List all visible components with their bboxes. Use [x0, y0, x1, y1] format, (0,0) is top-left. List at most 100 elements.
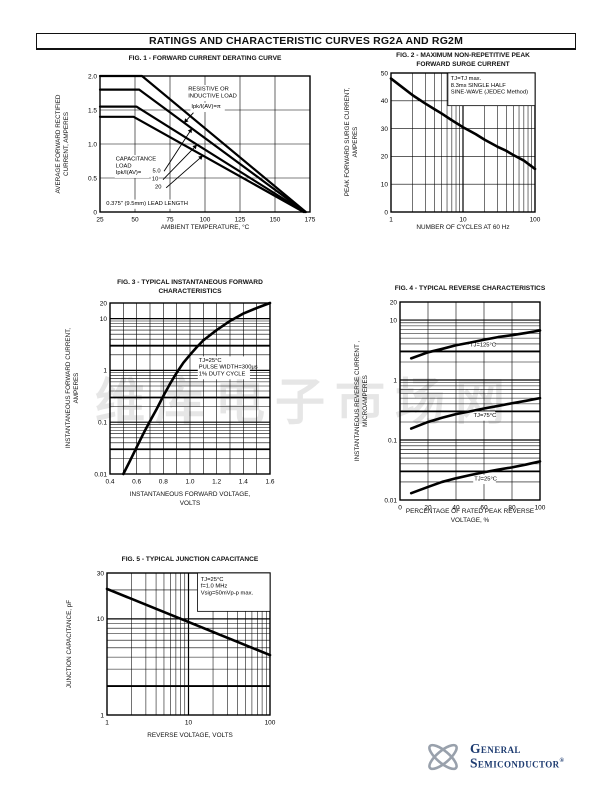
svg-text:20: 20	[381, 154, 389, 161]
svg-text:80: 80	[508, 505, 516, 512]
svg-text:TJ=TJ max.: TJ=TJ max.	[451, 76, 482, 82]
fig4-title: FIG. 4 - TYPICAL REVERSE CHARACTERISTICS	[394, 285, 546, 292]
general-semiconductor-logo: General Semiconductor®	[420, 736, 564, 776]
fig4-reverse-characteristics-chart: 0 20 40 60 80 100 0.01 0.1 1 10 20 TJ=125°C TJ=75°C T…	[384, 299, 546, 512]
svg-text:CAPACITANCE: CAPACITANCE	[116, 157, 157, 163]
svg-text:8.3ms SINGLE HALF: 8.3ms SINGLE HALF	[451, 83, 507, 89]
fig1-x-axis-label: AMBIENT TEMPERATURE, °C	[160, 224, 250, 231]
svg-text:10: 10	[390, 317, 398, 324]
svg-text:0.01: 0.01	[384, 497, 397, 504]
fig2-y-axis-label: PEAK FORWARD SURGE CURRENT, AMPERES	[344, 87, 359, 197]
svg-text:RESISTIVE OR: RESISTIVE OR	[188, 87, 229, 93]
svg-text:1% DUTY CYCLE: 1% DUTY CYCLE	[199, 371, 246, 377]
svg-text:INDUCTIVE LOAD: INDUCTIVE LOAD	[188, 93, 237, 99]
svg-text:0.4: 0.4	[105, 479, 114, 486]
svg-text:0: 0	[384, 209, 388, 216]
svg-text:100: 100	[535, 505, 546, 512]
svg-text:10: 10	[459, 217, 467, 224]
logo-line2: Semiconductor®	[470, 755, 565, 771]
svg-text:SINE-WAVE (JEDEC Method): SINE-WAVE (JEDEC Method)	[451, 90, 528, 96]
svg-text:100: 100	[265, 720, 276, 727]
svg-text:1: 1	[103, 368, 107, 375]
svg-text:Ipk/I(AV)=π: Ipk/I(AV)=π	[191, 104, 221, 110]
svg-text:0.5: 0.5	[88, 175, 97, 182]
fig2-x-axis-label: NUMBER OF CYCLES AT 60 Hz	[416, 224, 510, 231]
svg-text:0.375" (9.5mm) LEAD LENGTH: 0.375" (9.5mm) LEAD LENGTH	[106, 201, 188, 207]
fig3-y-axis-label: INSTANTANEOUS FORWARD CURRENT, AMPERES	[65, 327, 80, 449]
svg-text:0.1: 0.1	[98, 419, 107, 426]
fig3-forward-characteristics-chart: 0.4 0.6 0.8 1.0 1.2 1.4 1.6 0.01 0.1 1 10 20 TJ=25°C…	[94, 300, 275, 486]
fig5-y-axis-label: JUNCTION CAPACITANCE, pF	[66, 599, 73, 689]
svg-text:1: 1	[105, 720, 109, 727]
svg-text:175: 175	[305, 217, 316, 224]
fig5-x-axis-label: REVERSE VOLTAGE, VOLTS	[147, 732, 233, 739]
svg-text:0.6: 0.6	[132, 479, 141, 486]
svg-text:0: 0	[93, 209, 97, 216]
svg-text:30: 30	[381, 126, 389, 133]
svg-text:10: 10	[152, 177, 158, 183]
svg-text:10: 10	[97, 616, 105, 623]
svg-text:100: 100	[200, 217, 211, 224]
fig2-title: FIG. 2 - MAXIMUM NON-REPETITIVE PEAK FOR…	[396, 52, 530, 68]
svg-text:TJ=75°C: TJ=75°C	[474, 413, 497, 419]
svg-text:20: 20	[424, 505, 432, 512]
svg-text:f=1.0 MHz: f=1.0 MHz	[201, 584, 228, 590]
orbit-logo-icon	[428, 743, 458, 771]
fig5-title: FIG. 5 - TYPICAL JUNCTION CAPACITANCE	[121, 556, 259, 563]
svg-text:1.0: 1.0	[185, 479, 194, 486]
svg-text:1: 1	[100, 712, 104, 719]
svg-text:1.6: 1.6	[265, 479, 274, 486]
svg-text:Ipk/I(AV)=: Ipk/I(AV)=	[116, 170, 142, 176]
svg-text:5.0: 5.0	[153, 168, 161, 174]
svg-text:25: 25	[96, 217, 104, 224]
svg-text:20: 20	[390, 299, 398, 306]
fig1-y-axis-label: AVERAGE FORWARD RECTIFIED CURRENT, AMPER…	[55, 94, 70, 194]
svg-text:1: 1	[389, 217, 393, 224]
logo-line1: General	[470, 741, 521, 757]
svg-text:40: 40	[381, 98, 389, 105]
svg-text:60: 60	[480, 505, 488, 512]
svg-text:0.01: 0.01	[94, 471, 107, 478]
logo-wordmark: General Semiconductor®	[470, 742, 564, 770]
svg-text:TJ=125°C: TJ=125°C	[470, 343, 496, 349]
svg-text:1.5: 1.5	[88, 107, 97, 114]
svg-text:40: 40	[452, 505, 460, 512]
svg-text:75: 75	[166, 217, 174, 224]
fig3-x-axis-label: INSTANTANEOUS FORWARD VOLTAGE, VOLTS	[129, 491, 251, 507]
fig3-title: FIG. 3 - TYPICAL INSTANTANEOUS FORWARD C…	[117, 279, 263, 295]
svg-text:1.4: 1.4	[239, 479, 248, 486]
svg-text:0.8: 0.8	[159, 479, 168, 486]
svg-text:150: 150	[270, 217, 281, 224]
svg-text:10: 10	[100, 316, 108, 323]
fig4-y-axis-label: INSTANTANEOUS REVERSE CURRENT , MICROAMP…	[354, 340, 369, 462]
svg-text:30: 30	[97, 570, 105, 577]
svg-text:10: 10	[185, 720, 193, 727]
svg-text:TJ=25°C: TJ=25°C	[199, 358, 222, 364]
fig1-title: FIG. 1 - FORWARD CURRENT DERATING CURVE	[128, 55, 282, 62]
svg-text:20: 20	[155, 185, 161, 191]
fig2-surge-current-chart: 1 10 100 0 10 20 30 40 50 TJ=TJ max.8.3ms SINGLE …	[381, 70, 541, 224]
svg-text:10: 10	[381, 182, 389, 189]
svg-text:2.0: 2.0	[88, 73, 97, 80]
svg-text:TJ=25°C: TJ=25°C	[201, 577, 224, 583]
svg-text:0.1: 0.1	[388, 437, 397, 444]
svg-text:125: 125	[235, 217, 246, 224]
svg-text:TJ=25°C: TJ=25°C	[474, 476, 497, 482]
fig4-x-axis-label: PERCENTAGE OF RATED PEAK REVERSE VOLTAGE…	[405, 508, 535, 524]
registered-mark: ®	[559, 758, 565, 765]
svg-text:0: 0	[398, 505, 402, 512]
svg-text:PULSE WIDTH=300μs: PULSE WIDTH=300μs	[199, 365, 258, 371]
fig5-junction-capacitance-chart: 1 10 100 1 10 30 TJ=25°Cf=1.0 MHzVsig=50mVp-p …	[97, 570, 276, 727]
svg-text:20: 20	[100, 300, 108, 307]
svg-text:1.2: 1.2	[212, 479, 221, 486]
svg-text:100: 100	[530, 217, 541, 224]
page-title: RATINGS AND CHARACTERISTIC CURVES RG2A A…	[36, 33, 576, 50]
svg-text:50: 50	[381, 70, 389, 77]
svg-text:Vsig=50mVp-p max.: Vsig=50mVp-p max.	[201, 590, 254, 596]
svg-text:1: 1	[393, 377, 397, 384]
svg-text:50: 50	[131, 217, 139, 224]
svg-text:1.0: 1.0	[88, 141, 97, 148]
fig1-forward-current-derating-chart: 25 50 75 100 125 150 175 0 0.5 1.0 1.5 2.0 RESISTIVE…	[88, 73, 316, 224]
svg-text:LOAD: LOAD	[116, 163, 132, 169]
